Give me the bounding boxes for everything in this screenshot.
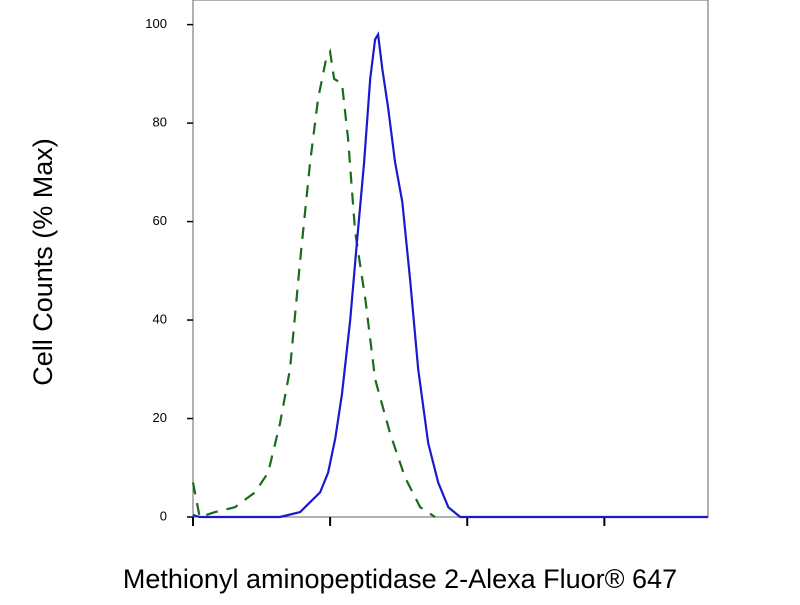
- x-axis-label: Methionyl aminopeptidase 2-Alexa Fluor® …: [123, 564, 677, 594]
- histogram-line: [192, 31, 708, 519]
- y-tick-label: 60: [153, 213, 167, 228]
- y-tick-label: 40: [153, 311, 167, 326]
- y-tick-label: 0: [160, 508, 167, 523]
- y-tick-label: 20: [153, 410, 167, 425]
- y-tick-label: 80: [153, 115, 167, 130]
- y-axis-label: Cell Counts (% Max): [28, 138, 58, 386]
- plot-frame: [192, 0, 709, 518]
- y-tick-label: 100: [145, 16, 167, 31]
- histogram-line: [191, 48, 436, 519]
